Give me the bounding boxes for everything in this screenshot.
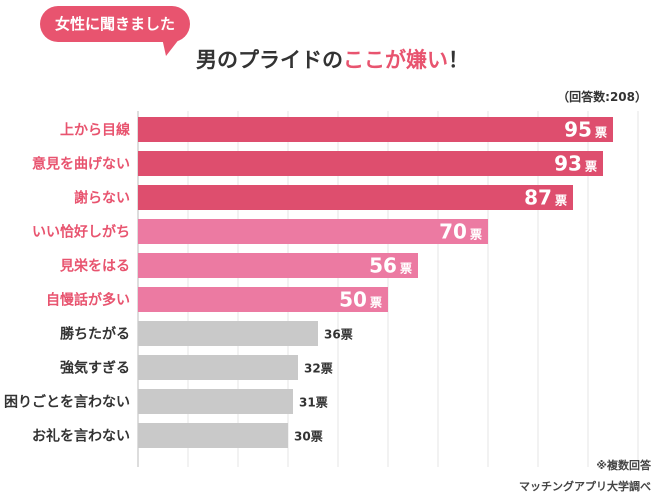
value-label: 87 票 xyxy=(524,186,567,210)
category-label: 謝らない xyxy=(74,190,130,207)
category-label: お礼を言わない xyxy=(32,428,130,445)
value-label: 36票 xyxy=(324,328,353,342)
bar xyxy=(138,219,488,244)
bar xyxy=(138,423,288,448)
title-suffix: ！ xyxy=(448,48,469,72)
category-label: 強気すぎる xyxy=(60,360,130,377)
value-label: 95 票 xyxy=(564,118,607,142)
value-label: 50 票 xyxy=(339,288,382,312)
bar xyxy=(138,389,293,414)
bar xyxy=(138,253,418,278)
bar xyxy=(138,117,613,142)
header-badge: 女性に聞きました xyxy=(40,6,190,42)
chart-title: 男のプライドのここが嫌い！ xyxy=(196,44,469,74)
value-label: 32票 xyxy=(304,362,333,376)
title-prefix: 男のプライドの xyxy=(196,48,343,72)
value-label: 93 票 xyxy=(554,152,597,176)
value-label: 56 票 xyxy=(369,254,412,278)
category-label: 自慢話が多い xyxy=(46,292,130,309)
category-label: 見栄をはる xyxy=(59,258,130,275)
header-badge-tail xyxy=(162,38,180,56)
bar xyxy=(138,321,318,346)
bar xyxy=(138,151,603,176)
value-label: 70 票 xyxy=(439,220,482,244)
value-label: 30票 xyxy=(294,430,323,444)
bar xyxy=(138,185,573,210)
title-highlight: ここが嫌い xyxy=(343,48,448,72)
category-label: 意見を曲げない xyxy=(32,156,130,173)
value-label: 31票 xyxy=(299,396,328,410)
respondent-count: （回答数:208） xyxy=(557,90,647,104)
bar xyxy=(138,287,388,312)
category-label: 上から目線 xyxy=(60,122,130,139)
category-label: 困りごとを言わない xyxy=(4,394,130,411)
source-credit: マッチングアプリ大学調べ xyxy=(519,480,651,493)
footnote: ※複数回答 xyxy=(596,459,651,472)
bar xyxy=(138,355,298,380)
category-label: 勝ちたがる xyxy=(60,326,130,343)
category-label: いい恰好しがち xyxy=(32,224,130,241)
